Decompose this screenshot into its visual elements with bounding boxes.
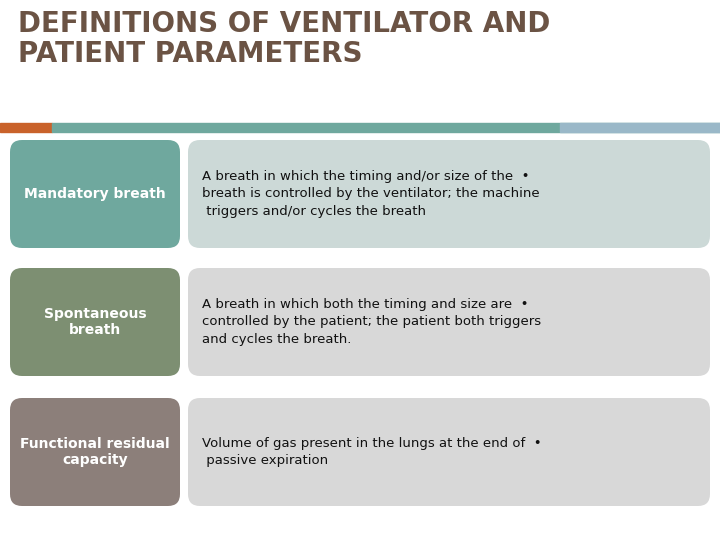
Bar	[560, 123, 720, 132]
Text: Mandatory breath: Mandatory breath	[24, 187, 166, 201]
Text: Functional residual
capacity: Functional residual capacity	[20, 437, 170, 467]
Bar	[52, 123, 720, 132]
FancyBboxPatch shape	[188, 268, 710, 376]
FancyBboxPatch shape	[10, 398, 180, 506]
FancyBboxPatch shape	[188, 398, 710, 506]
Text: Spontaneous
breath: Spontaneous breath	[44, 307, 146, 337]
Text: A breath in which the timing and/or size of the  •
breath is controlled by the v: A breath in which the timing and/or size…	[202, 170, 539, 218]
FancyBboxPatch shape	[10, 140, 180, 248]
Text: DEFINITIONS OF VENTILATOR AND: DEFINITIONS OF VENTILATOR AND	[18, 10, 550, 38]
FancyBboxPatch shape	[188, 140, 710, 248]
FancyBboxPatch shape	[10, 268, 180, 376]
Text: Volume of gas present in the lungs at the end of  •
 passive expiration: Volume of gas present in the lungs at th…	[202, 437, 541, 467]
Text: PATIENT PARAMETERS: PATIENT PARAMETERS	[18, 40, 362, 68]
Bar	[0, 123, 52, 132]
Text: A breath in which both the timing and size are  •
controlled by the patient; the: A breath in which both the timing and si…	[202, 298, 541, 346]
